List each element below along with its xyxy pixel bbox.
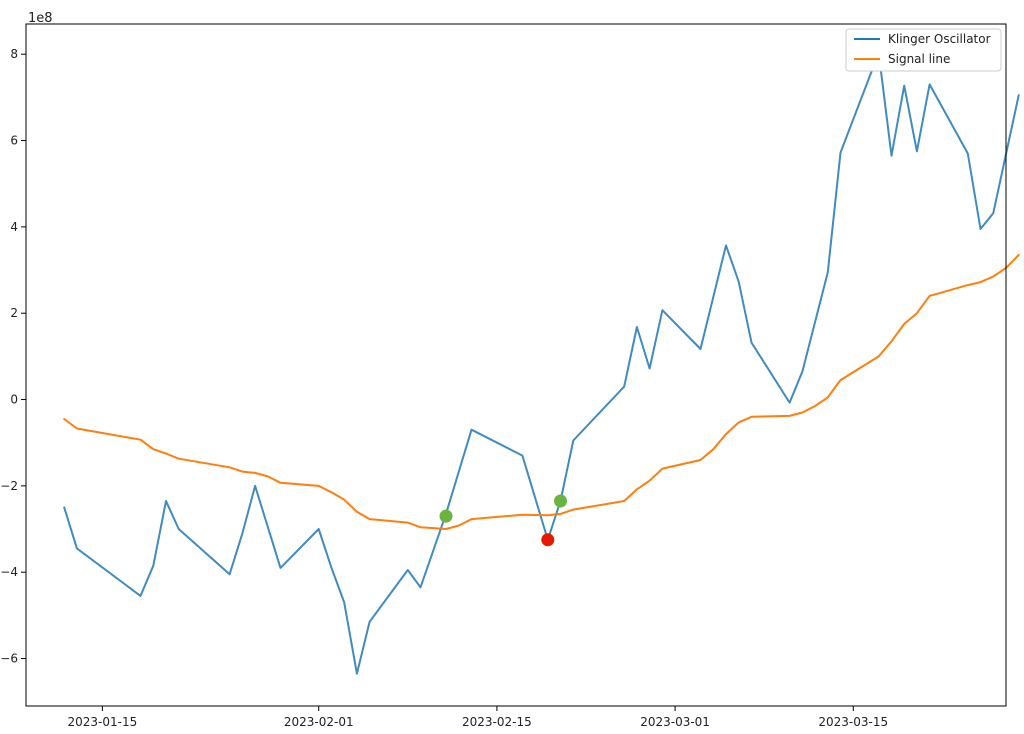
y-tick-label-8: −6 [0, 652, 18, 666]
crossover-marker-2 [541, 533, 555, 547]
plot-area [63, 51, 1020, 675]
legend-label-klinger: Klinger Oscillator [888, 32, 991, 46]
legend-label-signal: Signal line [888, 52, 950, 66]
y-multiplier-label: 1e8 [28, 11, 53, 26]
x-tick-label-4: 2023-03-01 [640, 715, 710, 729]
plot-frame [25, 23, 1007, 707]
x-tick-label-2: 2023-02-01 [284, 715, 354, 729]
y-tick-label-6: −2 [0, 479, 18, 493]
legend: Klinger Oscillator Signal line [845, 28, 1002, 72]
y-tick-label-1: 8 [10, 47, 18, 61]
y-tick-label-2: 6 [10, 134, 18, 148]
series-line-klinger-oscillator [63, 51, 1020, 675]
x-tick-label-1: 2023-01-15 [67, 715, 137, 729]
crossover-marker-3 [554, 494, 567, 508]
y-tick-label-3: 4 [10, 220, 18, 234]
series-line-signal-line [63, 253, 1020, 530]
x-tick-label-5: 2023-03-15 [818, 715, 888, 729]
crossover-marker-1 [439, 509, 453, 523]
x-tick-label-3: 2023-02-15 [462, 715, 532, 729]
legend-box [845, 28, 1002, 72]
y-tick-label-7: −4 [0, 565, 18, 579]
axes: 2023-01-15 2023-02-01 2023-02-15 2023-03-01… [0, 47, 888, 729]
y-tick-label-5: 0 [10, 393, 18, 407]
y-tick-label-4: 2 [10, 306, 18, 320]
